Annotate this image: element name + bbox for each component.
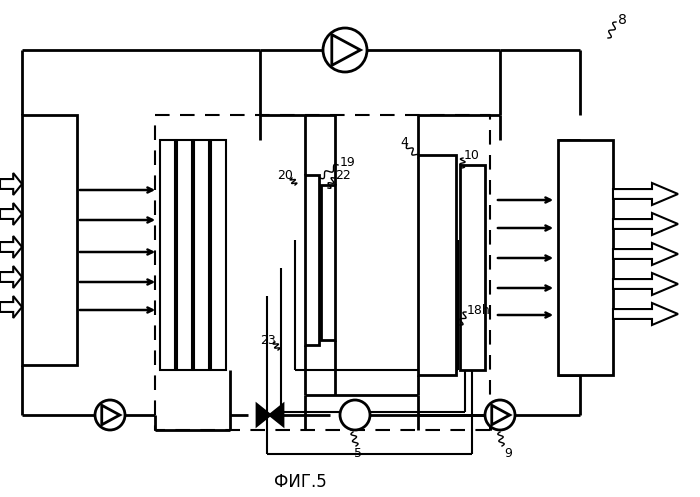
Polygon shape	[270, 405, 283, 425]
Polygon shape	[613, 213, 678, 235]
Text: 8: 8	[618, 13, 627, 27]
Polygon shape	[0, 296, 22, 318]
Polygon shape	[0, 203, 22, 225]
Polygon shape	[613, 273, 678, 295]
Text: 23: 23	[260, 333, 276, 346]
Polygon shape	[0, 173, 22, 195]
Circle shape	[323, 28, 367, 72]
Bar	[305, 175, 319, 345]
Polygon shape	[102, 405, 120, 425]
Polygon shape	[332, 35, 361, 66]
Bar	[194, 140, 209, 370]
Text: 22: 22	[335, 168, 351, 181]
Text: 5: 5	[354, 447, 362, 460]
Bar	[160, 140, 175, 370]
Polygon shape	[492, 405, 510, 425]
Text: 9: 9	[504, 447, 512, 460]
Polygon shape	[613, 183, 678, 205]
Text: 19: 19	[340, 156, 356, 168]
Circle shape	[95, 400, 125, 430]
Text: 20: 20	[277, 168, 293, 181]
Circle shape	[340, 400, 370, 430]
Bar	[418, 155, 456, 375]
Bar	[22, 115, 77, 365]
Bar	[558, 140, 613, 375]
Text: 18h: 18h	[467, 304, 491, 317]
Text: 4: 4	[400, 136, 408, 149]
Polygon shape	[0, 236, 22, 258]
Bar	[460, 165, 485, 370]
Text: 10: 10	[464, 149, 480, 162]
Bar	[321, 185, 335, 340]
Polygon shape	[613, 303, 678, 325]
Polygon shape	[257, 405, 270, 425]
Polygon shape	[0, 266, 22, 288]
Polygon shape	[613, 243, 678, 265]
Bar	[177, 140, 192, 370]
Circle shape	[485, 400, 515, 430]
Text: ФИГ.5: ФИГ.5	[274, 473, 326, 491]
Bar	[211, 140, 226, 370]
